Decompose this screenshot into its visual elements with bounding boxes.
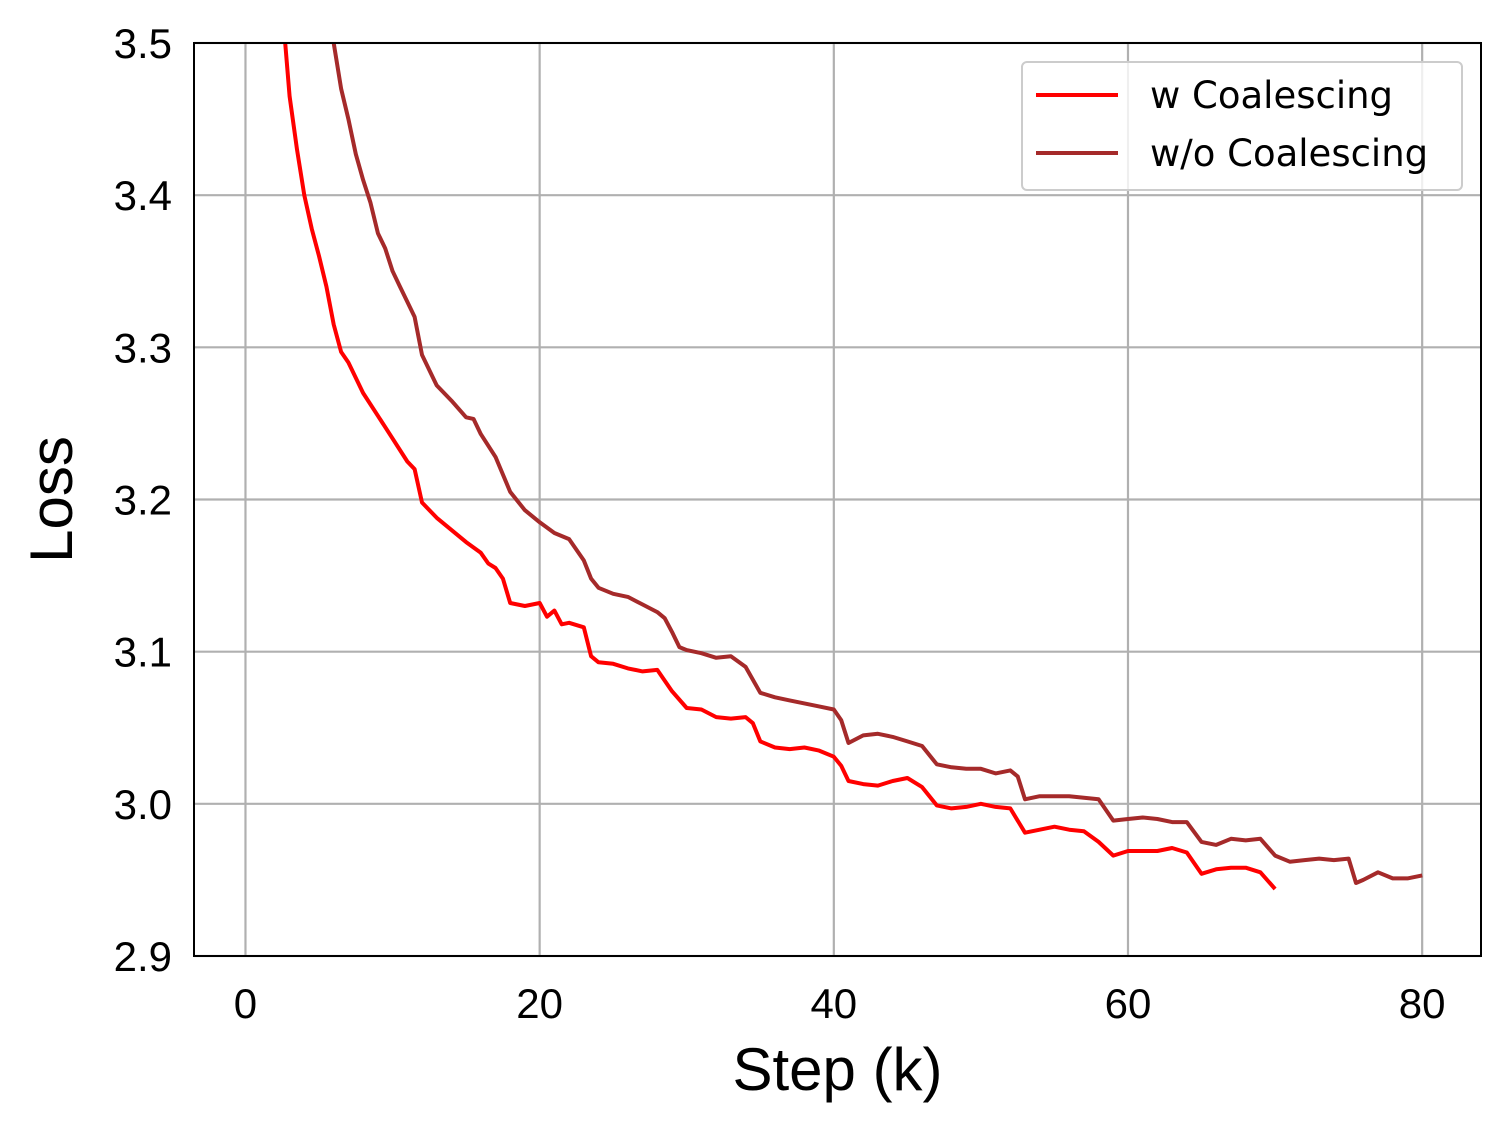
- legend-label-wo-coalescing: w/o Coalescing: [1150, 132, 1428, 175]
- x-tick-label: 80: [1399, 980, 1446, 1027]
- plot-frame: [193, 42, 1482, 957]
- x-tick-label: 0: [234, 980, 257, 1027]
- y-tick-label: 3.0: [114, 781, 172, 828]
- y-axis-title: Loss: [18, 436, 85, 563]
- x-tick-label: 60: [1105, 980, 1152, 1027]
- x-axis-title: Step (k): [732, 1036, 942, 1103]
- series-layer: [283, 43, 1423, 891]
- y-tick-label: 3.5: [114, 20, 172, 67]
- legend[interactable]: w Coalescing w/o Coalescing: [1021, 61, 1463, 191]
- ticks: 0 20 40 60 80 2.9 3.0 3.1 3.2 3.3 3.4 3.5: [114, 20, 1446, 1027]
- y-tick-label: 3.3: [114, 324, 172, 371]
- x-tick-label: 40: [810, 980, 857, 1027]
- series-line-wo-coalescing: [331, 43, 1423, 885]
- series-line-w-coalescing: [283, 43, 1277, 891]
- y-tick-label: 2.9: [114, 933, 172, 980]
- grid: [194, 41, 1481, 958]
- x-tick-label: 20: [516, 980, 563, 1027]
- legend-label-w-coalescing: w Coalescing: [1150, 74, 1393, 117]
- y-tick-label: 3.4: [114, 172, 172, 219]
- y-tick-label: 3.1: [114, 629, 172, 676]
- legend-box: [1021, 61, 1463, 191]
- y-tick-label: 3.2: [114, 477, 172, 524]
